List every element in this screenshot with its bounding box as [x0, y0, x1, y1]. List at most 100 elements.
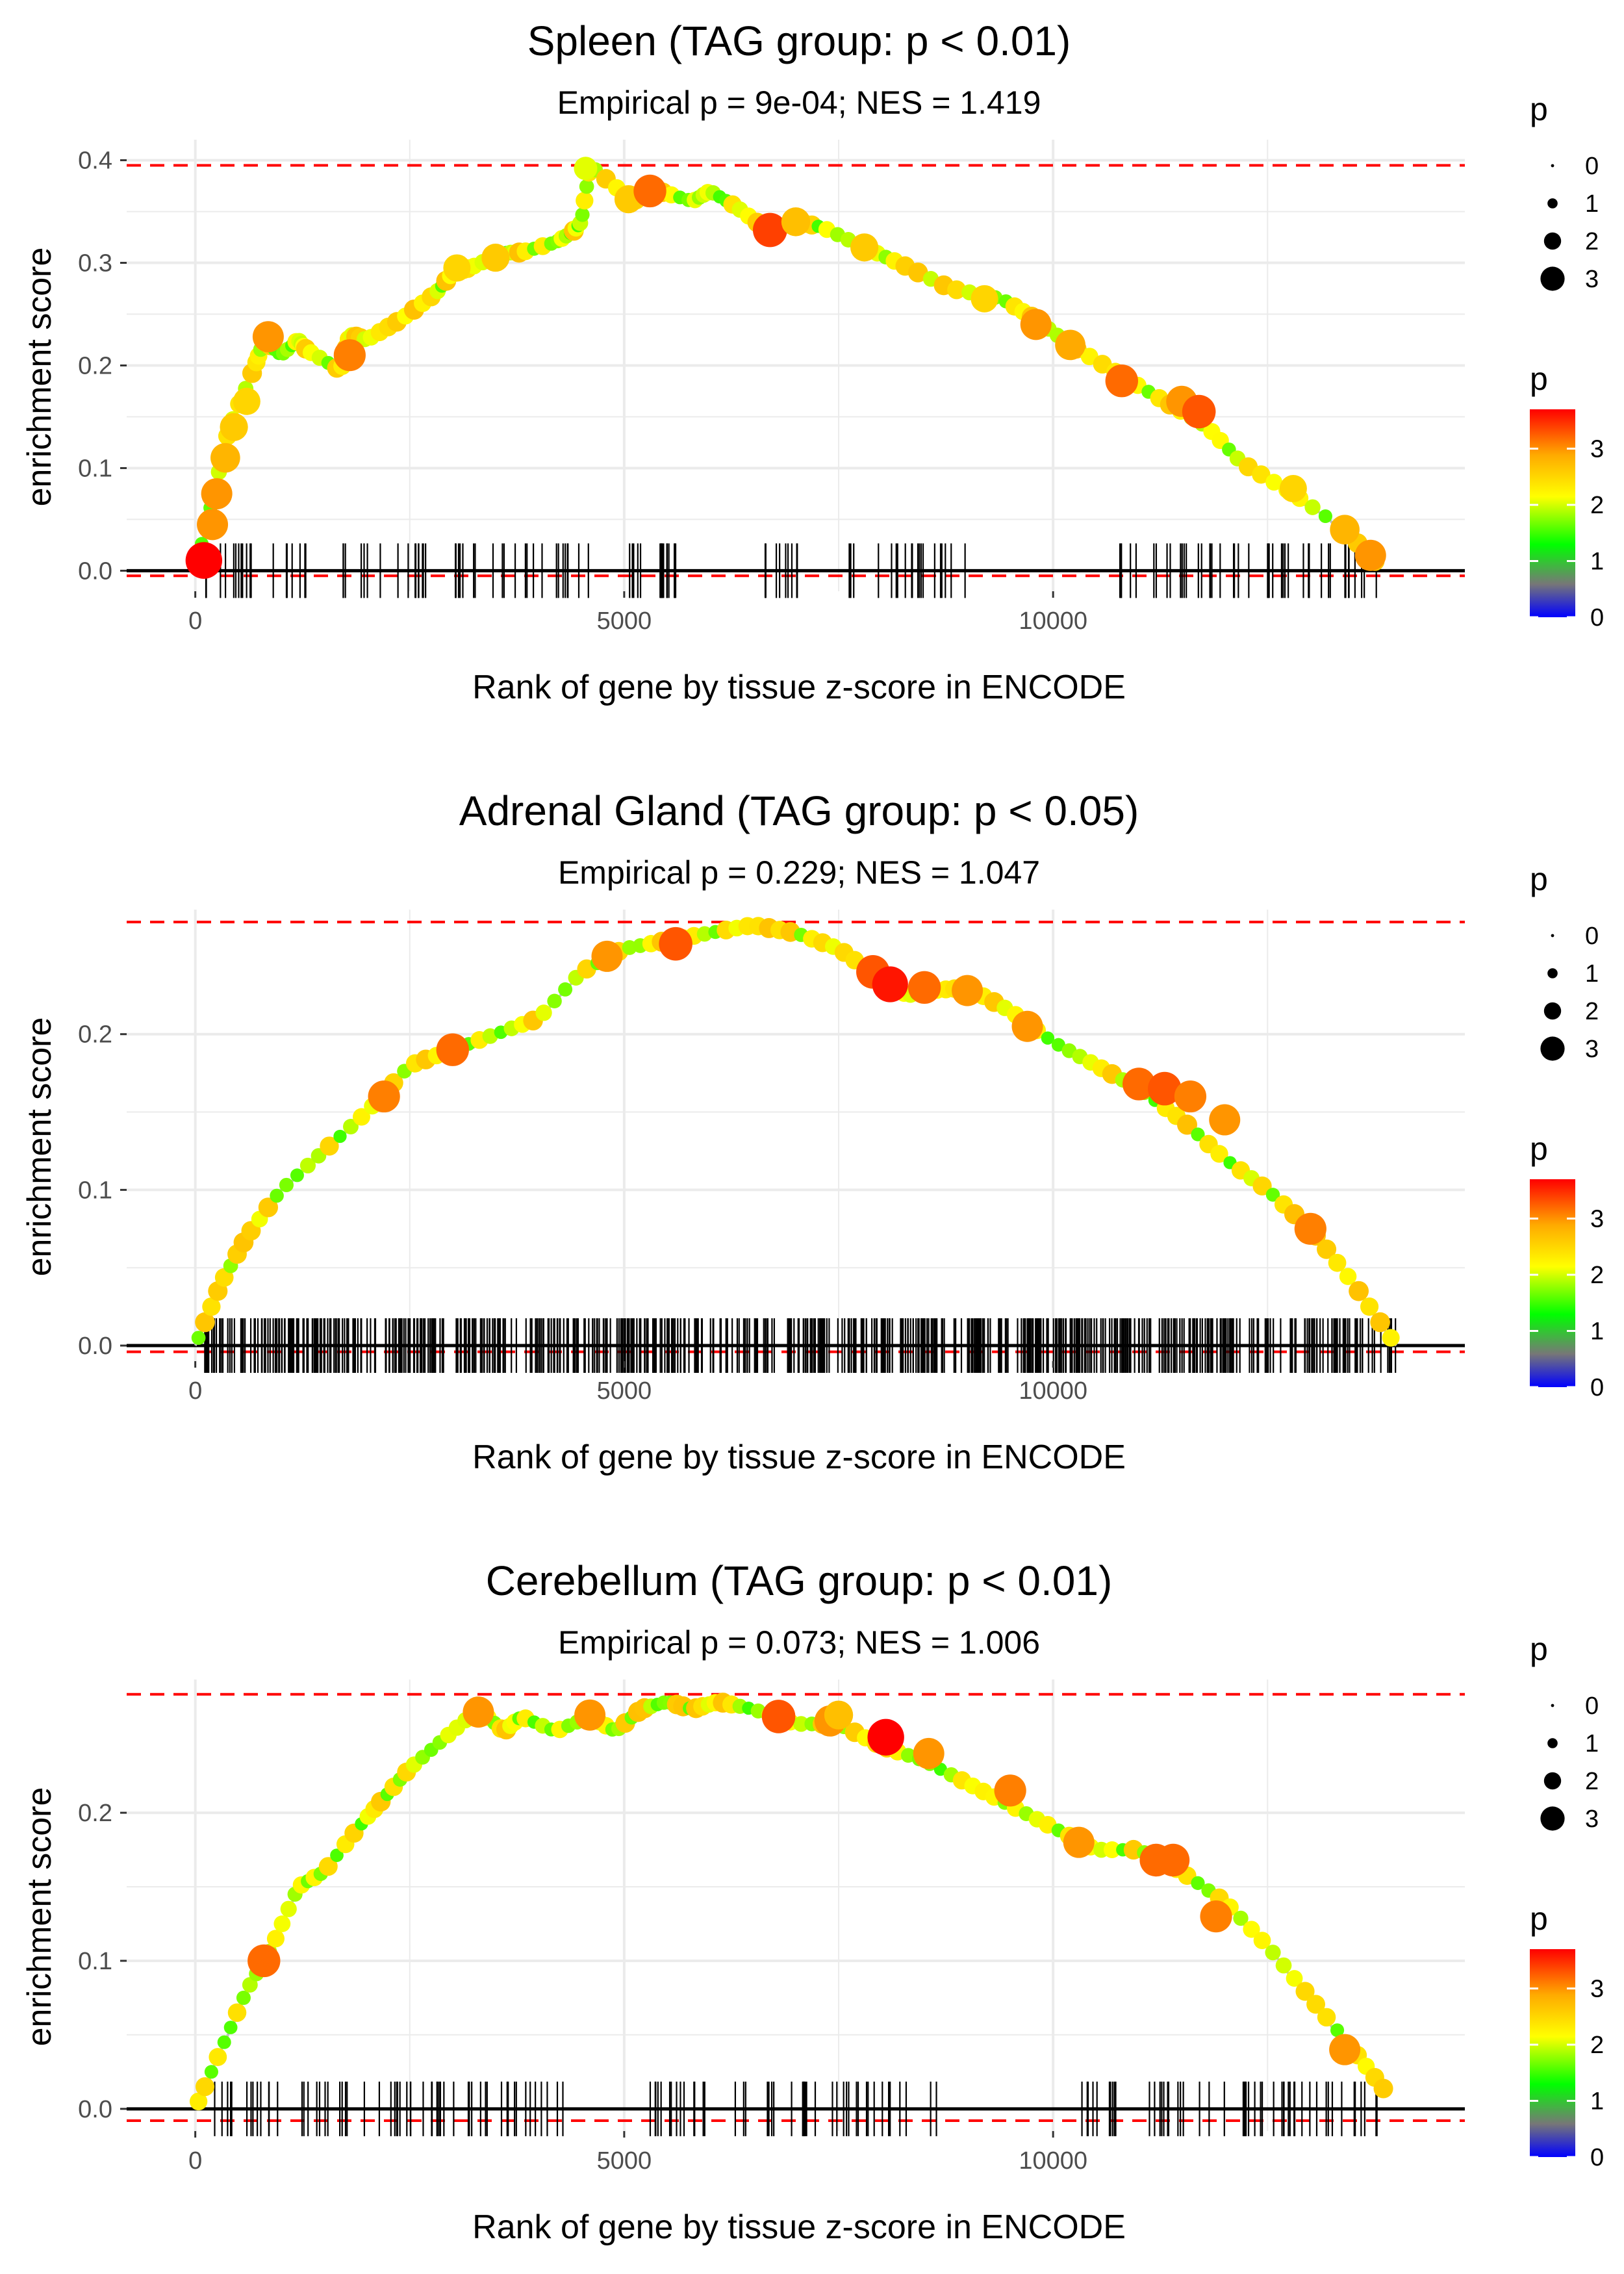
color-legend-label: 3 [1590, 436, 1604, 463]
es-point [1191, 1127, 1205, 1142]
x-tick-label: 5000 [597, 1377, 652, 1405]
x-axis-label: Rank of gene by tissue z-score in ENCODE [472, 669, 1126, 706]
es-point-highlight [850, 233, 879, 262]
es-point [330, 1848, 344, 1862]
es-point-highlight [1063, 1826, 1095, 1858]
es-point-highlight [1209, 1104, 1241, 1136]
size-legend-title: p [1530, 91, 1548, 127]
es-point [1382, 1329, 1400, 1347]
es-point [189, 2092, 208, 2111]
color-legend-label: 2 [1590, 492, 1604, 519]
panel-subtitle: Empirical p = 0.229; NES = 1.047 [558, 854, 1040, 891]
es-point-highlight [971, 285, 998, 313]
es-point [1317, 1239, 1337, 1259]
es-point-highlight [1329, 2034, 1361, 2065]
panel-adrenal-gland: Adrenal Gland (TAG group: p < 0.05) Empi… [21, 787, 1465, 1476]
es-point [217, 2035, 231, 2049]
es-point [227, 2003, 247, 2022]
color-legend-label: 3 [1590, 1206, 1604, 1233]
x-tick-label: 0 [188, 1377, 202, 1405]
color-legend-label: 3 [1590, 1976, 1604, 2003]
y-tick-label: 0.2 [78, 353, 112, 380]
x-tick-label: 10000 [1019, 607, 1087, 635]
es-point [547, 993, 562, 1009]
es-point-highlight [1156, 1843, 1190, 1877]
es-point-highlight [220, 413, 248, 441]
size-legend-label: 0 [1585, 923, 1599, 950]
color-legend-label: 1 [1590, 2088, 1604, 2115]
size-legend-dot [1547, 968, 1558, 978]
size-legend-dot [1540, 1806, 1565, 1831]
es-point-highlight [1330, 515, 1360, 545]
color-legend-label: 0 [1590, 1374, 1604, 1401]
y-tick-label: 0.1 [78, 1177, 112, 1204]
x-tick-label: 5000 [597, 607, 652, 635]
es-point-highlight [1105, 364, 1138, 398]
color-legend-title: p [1530, 1131, 1548, 1167]
es-point [204, 2065, 218, 2079]
es-point-highlight [1182, 394, 1216, 429]
es-point [266, 1930, 285, 1948]
es-point [270, 1188, 284, 1203]
size-legend-label: 0 [1585, 153, 1599, 180]
es-point [947, 280, 967, 300]
es-point-highlight [752, 212, 787, 248]
es-point-highlight [907, 971, 941, 1004]
es-point-highlight [761, 1700, 796, 1733]
panel-subtitle: Empirical p = 9e-04; NES = 1.419 [557, 84, 1041, 121]
x-tick-label: 0 [188, 607, 202, 635]
es-point [482, 1028, 498, 1044]
size-legend-label: 2 [1585, 998, 1599, 1025]
colorbar [1530, 409, 1575, 617]
es-point-highlight [443, 254, 471, 282]
es-point [1373, 2078, 1393, 2099]
es-point [1317, 2008, 1336, 2027]
es-point [343, 1119, 359, 1134]
es-point-highlight [574, 157, 598, 181]
es-point [1286, 1970, 1303, 1987]
es-point [907, 262, 928, 283]
es-point-highlight [1055, 329, 1085, 361]
y-tick-labels: 0.0 0.1 0.2 [78, 1800, 127, 2123]
size-legend-label: 0 [1585, 1693, 1599, 1720]
size-legend-dot [1551, 164, 1554, 168]
x-tick-label: 10000 [1019, 2147, 1087, 2175]
panel-title: Cerebellum (TAG group: p < 0.01) [486, 1557, 1113, 1604]
es-points [189, 1693, 1393, 2111]
color-legend-title: p [1530, 1900, 1548, 1937]
es-point [575, 207, 590, 222]
es-point [1191, 1876, 1205, 1890]
panel-title: Adrenal Gland (TAG group: p < 0.05) [459, 787, 1139, 834]
es-point [209, 2048, 227, 2066]
legend-cerebellum: p 0 1 2 3 p 3 2 1 0 [1530, 1631, 1604, 2171]
es-point [1265, 1945, 1281, 1961]
panel-title: Spleen (TAG group: p < 0.01) [527, 18, 1071, 64]
size-legend-label: 3 [1585, 266, 1599, 293]
es-point [280, 1900, 297, 1917]
color-legend-title: p [1530, 361, 1548, 397]
es-point [1265, 1188, 1280, 1202]
colorbar [1530, 1949, 1575, 2157]
y-tick-label: 0.1 [78, 1948, 112, 1975]
es-point [242, 1977, 258, 1993]
y-tick-label: 0.0 [78, 557, 112, 585]
grid [127, 1680, 1465, 2131]
size-legend-dot [1551, 1704, 1554, 1707]
colorbar [1530, 1179, 1575, 1387]
es-point [696, 926, 713, 942]
color-legend-label: 0 [1590, 604, 1604, 632]
es-point [1252, 465, 1271, 484]
y-tick-label: 0.0 [78, 1333, 112, 1360]
es-point [1295, 1982, 1315, 2001]
es-point-highlight [333, 339, 366, 372]
x-tick-labels: 0 5000 10000 [188, 591, 1087, 635]
size-legend-dot [1547, 198, 1558, 209]
es-point-highlight [633, 174, 666, 208]
color-legend-label: 0 [1590, 2144, 1604, 2171]
x-tick-label: 5000 [597, 2147, 652, 2175]
size-legend-label: 1 [1585, 1730, 1599, 1757]
es-point [299, 1157, 316, 1174]
es-point-highlight [436, 1033, 469, 1066]
es-point [195, 2077, 215, 2097]
